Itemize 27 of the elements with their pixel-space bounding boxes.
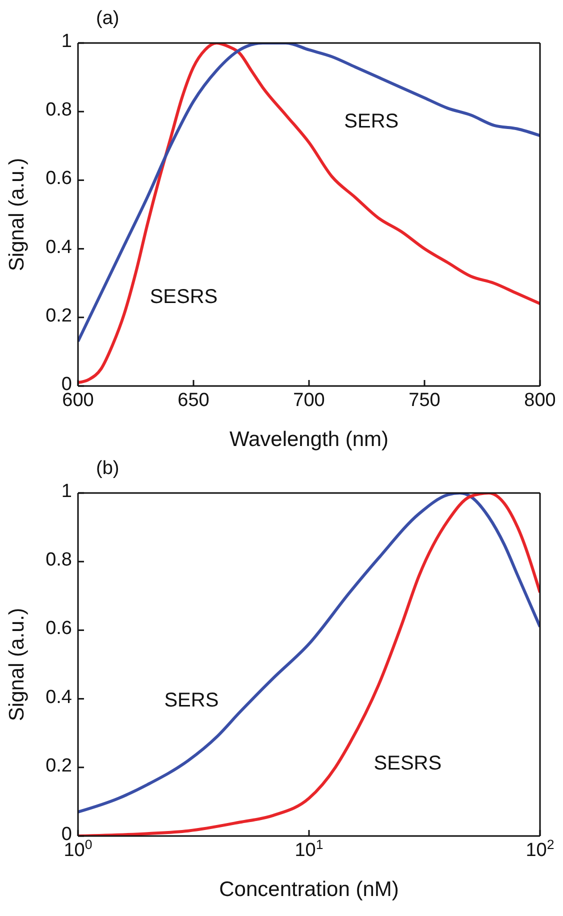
y-tick-label: 0.4 — [46, 236, 72, 258]
x-axis-title: Concentration (nM) — [219, 878, 399, 901]
y-axis-title: Signal (a.u.) — [5, 158, 28, 272]
y-axis-title: Signal (a.u.) — [5, 608, 28, 722]
y-tick-label: 1 — [61, 31, 72, 52]
y-tick-label: 0.2 — [46, 305, 72, 326]
series-label: SESRS — [374, 752, 442, 774]
y-tick-label: 0.4 — [46, 686, 72, 708]
y-tick-label: 0.2 — [46, 755, 72, 776]
x-tick-label: 650 — [178, 390, 210, 411]
y-tick-label: 0.6 — [46, 168, 72, 190]
y-tick-label: 0.8 — [46, 100, 72, 121]
series-label: SERS — [344, 110, 399, 133]
y-tick-label: 1 — [61, 481, 72, 502]
chart-title: (b) — [96, 458, 120, 480]
x-tick-label: 750 — [408, 390, 440, 411]
chart-title: (a) — [96, 8, 120, 30]
x-tick-label: 10$^{2}$ — [526, 836, 554, 861]
x-tick-label: 600 — [62, 390, 94, 411]
series-label: SESRS — [150, 286, 218, 308]
x-tick-label: 800 — [524, 390, 556, 411]
y-tick-label: 0.8 — [46, 550, 72, 571]
x-axis-title: Wavelength (nm) — [229, 428, 389, 451]
series-label: SERS — [164, 690, 219, 712]
x-tick-label: 10$^{1}$ — [294, 836, 324, 861]
x-tick-label: 700 — [293, 390, 325, 411]
y-tick-label: 0.6 — [46, 618, 72, 640]
